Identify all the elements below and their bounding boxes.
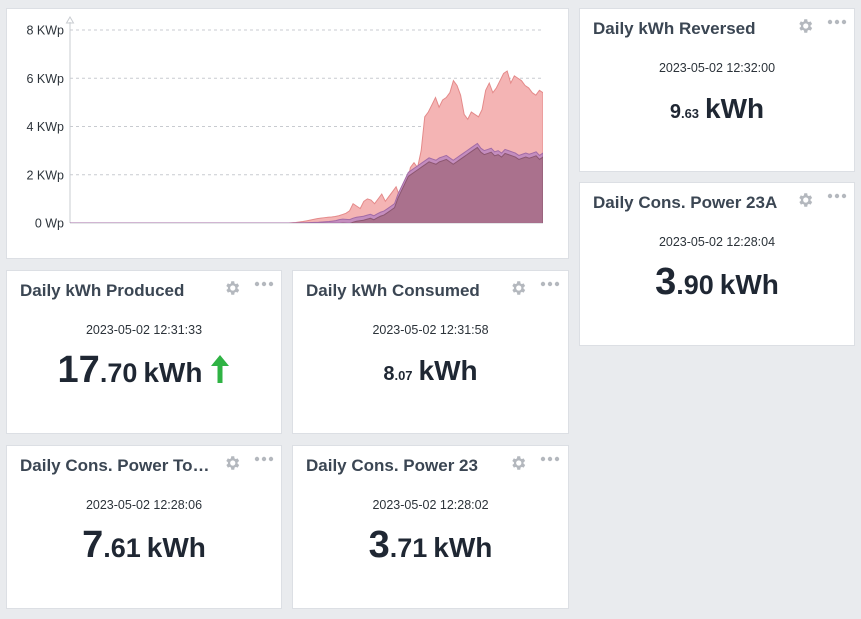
y-axis-arrow xyxy=(65,16,75,24)
widget-title: Daily kWh Consumed xyxy=(306,281,480,300)
widget-timestamp: 2023-05-02 12:32:00 xyxy=(658,61,776,75)
more-dots-icon[interactable] xyxy=(826,189,848,203)
widget-title: Daily Cons. Power 23 xyxy=(306,456,478,475)
widget-value: 3.71 kWh xyxy=(368,524,493,566)
widget-title: Daily Cons. Power To… xyxy=(20,456,210,475)
gear-icon[interactable] xyxy=(223,279,241,297)
y-tick-label: 6 KWp xyxy=(26,72,64,86)
widget-value: 17.70 kWh xyxy=(7,349,281,392)
y-tick-label: 2 KWp xyxy=(26,168,64,182)
more-dots-icon[interactable] xyxy=(826,15,848,29)
widget-timestamp: 2023-05-02 12:28:02 xyxy=(372,498,489,512)
widget-title: Daily kWh Produced xyxy=(20,281,185,300)
widget-daily-kwh-reversed: Daily kWh Reversed 2023-05-02 12:32:00 9… xyxy=(579,8,855,172)
widget-daily-cons-power-23a: Daily Cons. Power 23A 2023-05-02 12:28:0… xyxy=(579,182,855,346)
widget-title: Daily kWh Reversed xyxy=(593,19,756,38)
gear-icon[interactable] xyxy=(509,454,527,472)
gear-icon[interactable] xyxy=(796,191,814,209)
power-chart-card: 0 Wp 2 KWp 4 KWp 6 KWp 8 KWp xyxy=(6,8,569,259)
gear-icon[interactable] xyxy=(223,454,241,472)
arrow-up-icon xyxy=(211,355,230,383)
widget-value: 3.90 kWh xyxy=(655,261,779,303)
more-dots-icon[interactable] xyxy=(253,277,275,291)
widget-timestamp: 2023-05-02 12:28:06 xyxy=(85,498,203,512)
more-dots-icon[interactable] xyxy=(539,277,561,291)
gear-icon[interactable] xyxy=(509,279,527,297)
widget-value: 8.07 kWh xyxy=(383,355,478,386)
widget-daily-cons-power-total: Daily Cons. Power To… 2023-05-02 12:28:0… xyxy=(6,445,282,609)
widget-timestamp: 2023-05-02 12:28:04 xyxy=(658,235,776,249)
power-area-chart: 0 Wp 2 KWp 4 KWp 6 KWp 8 KWp xyxy=(26,16,543,231)
more-dots-icon[interactable] xyxy=(253,452,275,466)
y-tick-label: 4 KWp xyxy=(26,120,64,134)
widget-timestamp: 2023-05-02 12:31:58 xyxy=(372,323,489,337)
gear-icon[interactable] xyxy=(796,17,814,35)
widget-title: Daily Cons. Power 23A xyxy=(593,193,778,212)
y-tick-label: 0 Wp xyxy=(35,217,64,231)
widget-daily-kwh-produced: Daily kWh Produced 2023-05-02 12:31:33 1… xyxy=(6,270,282,434)
widget-timestamp: 2023-05-02 12:31:33 xyxy=(85,323,203,337)
widget-value: 9.63 kWh xyxy=(669,93,765,124)
widget-value: 7.61 kWh xyxy=(82,524,206,566)
more-dots-icon[interactable] xyxy=(539,452,561,466)
widget-daily-kwh-consumed: Daily kWh Consumed 2023-05-02 12:31:58 8… xyxy=(292,270,569,434)
y-tick-label: 8 KWp xyxy=(26,24,64,38)
area-series-3 xyxy=(340,146,543,223)
widget-daily-cons-power-23: Daily Cons. Power 23 2023-05-02 12:28:02… xyxy=(292,445,569,609)
